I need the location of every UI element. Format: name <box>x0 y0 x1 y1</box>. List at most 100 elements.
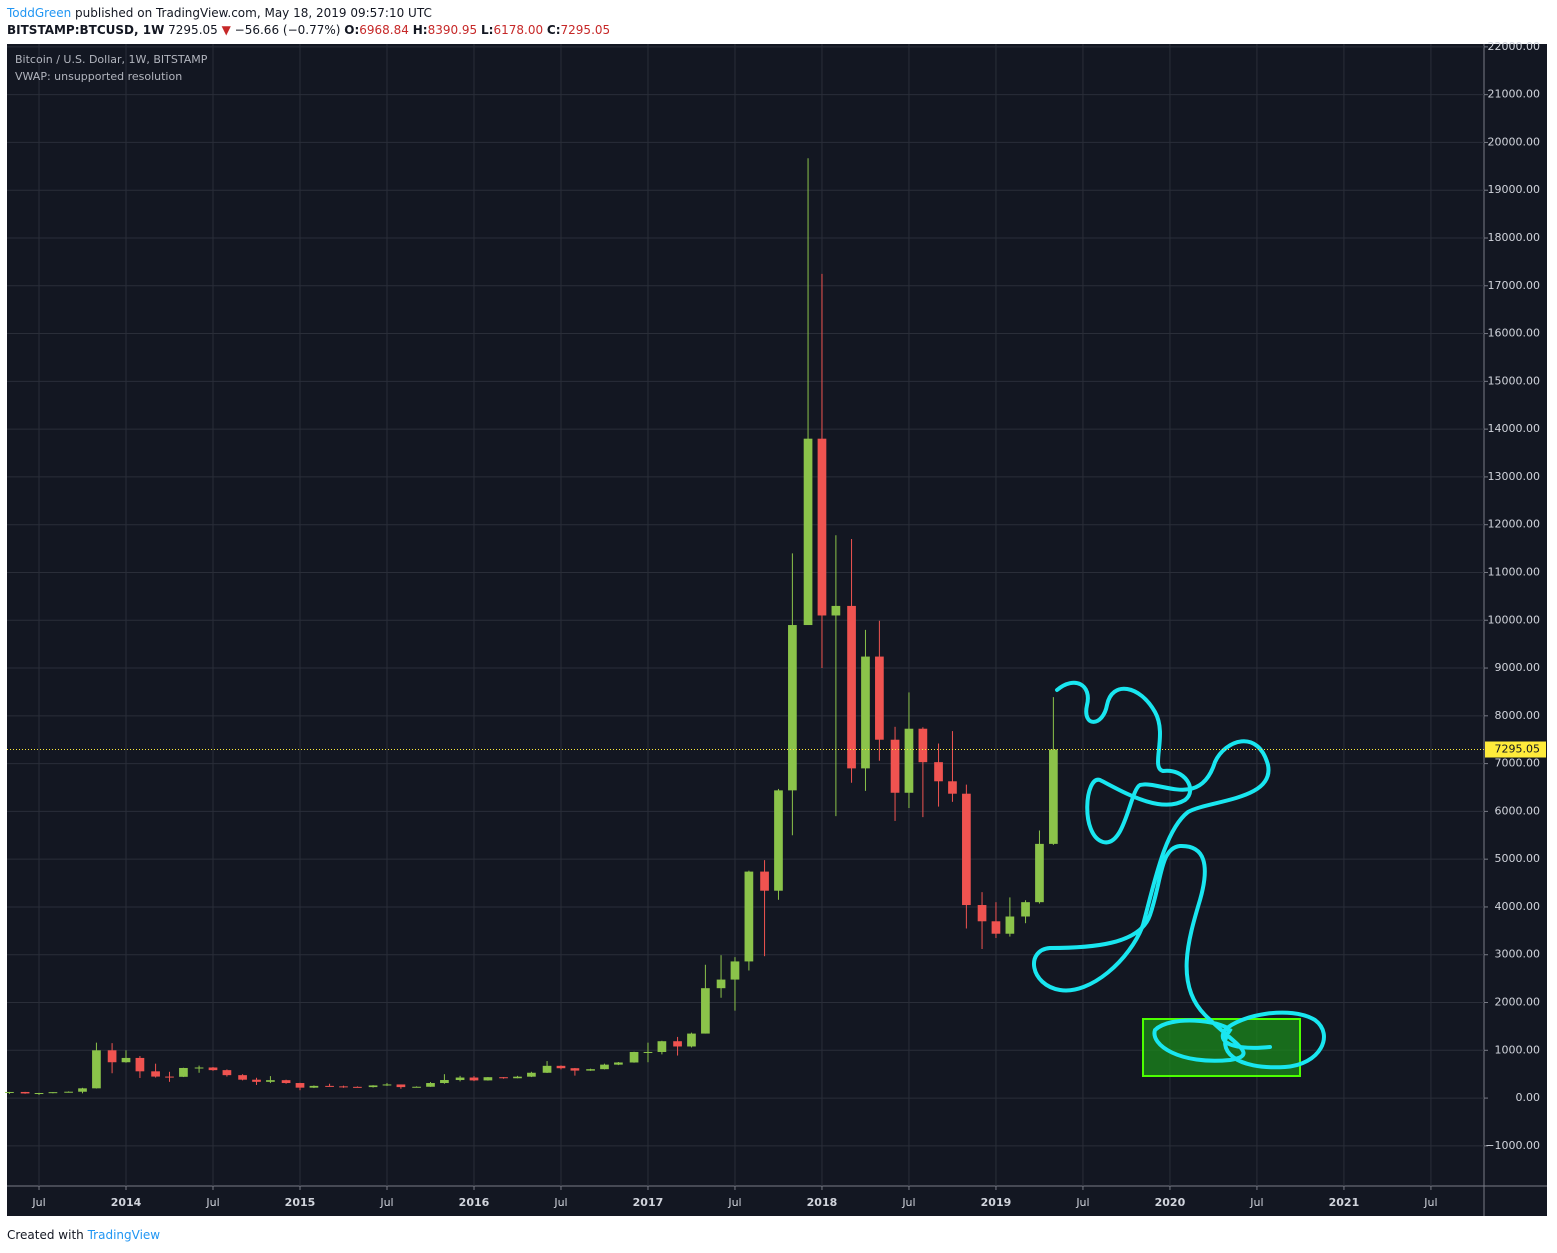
candle-body <box>1049 749 1058 844</box>
h-label: H: <box>412 23 428 37</box>
candle-body <box>222 1070 232 1076</box>
y-tick-label: 11000.00 <box>1488 565 1541 578</box>
candle-body <box>570 1068 580 1071</box>
candle-body <box>542 1065 552 1073</box>
candle-body <box>629 1051 639 1063</box>
last-price-box <box>1485 741 1546 758</box>
chart-bg <box>7 44 1547 1216</box>
candle-body <box>657 1041 667 1052</box>
x-tick-label: 2014 <box>111 1196 142 1209</box>
candle-body <box>918 728 928 763</box>
candle-body <box>788 625 797 791</box>
last-price-label: 7295.05 <box>1495 743 1541 756</box>
footer: Created with TradingView <box>7 1228 160 1242</box>
y-tick-label: 2000.00 <box>1495 996 1541 1009</box>
candle-body <box>556 1065 566 1069</box>
x-tick-label: 2019 <box>981 1196 1012 1209</box>
freehand-drawing[interactable] <box>1032 680 1326 1070</box>
candle-body <box>499 1077 508 1079</box>
candle-body <box>455 1077 465 1081</box>
c-label: C: <box>546 23 561 37</box>
l-label: L: <box>481 23 494 37</box>
candles <box>5 158 1058 1095</box>
x-tick-label: Jul <box>1075 1196 1089 1209</box>
candle-body <box>5 1091 14 1093</box>
chart-title: Bitcoin / U.S. Dollar, 1W, BITSTAMP <box>15 53 208 66</box>
y-tick-label: 17000.00 <box>1488 279 1541 292</box>
candle-body <box>64 1091 73 1093</box>
candle-body <box>744 871 754 962</box>
candle-body <box>412 1086 421 1088</box>
candle-body <box>135 1057 145 1072</box>
candle-body <box>266 1080 275 1082</box>
y-tick-label: 7000.00 <box>1495 757 1541 770</box>
o-label: O: <box>344 23 360 37</box>
candle-body <box>701 988 710 1034</box>
y-tick-label: 14000.00 <box>1488 422 1541 435</box>
y-tick-label: 21000.00 <box>1488 88 1541 101</box>
y-tick-label: 9000.00 <box>1495 661 1541 674</box>
grid <box>7 44 1488 1190</box>
candle-body <box>20 1091 30 1094</box>
arrow: ▼ <box>221 23 231 37</box>
candle-body <box>774 790 783 891</box>
high: 8390.95 <box>427 23 478 37</box>
candle-body <box>426 1083 435 1087</box>
author[interactable]: ToddGreen <box>7 6 72 20</box>
change: −56.66 (−0.77%) <box>234 23 341 37</box>
candle-body <box>208 1067 218 1071</box>
y-tick-label: 19000.00 <box>1488 183 1541 196</box>
candle-body <box>309 1085 319 1088</box>
candle-body <box>513 1076 522 1079</box>
candle-body <box>107 1050 117 1063</box>
candle-body <box>1005 916 1015 934</box>
x-tick-label: 2020 <box>1155 1196 1186 1209</box>
y-tick-label: 1000.00 <box>1495 1043 1541 1056</box>
y-tick-label: 6000.00 <box>1495 804 1541 817</box>
x-tick-label: 2015 <box>285 1196 316 1209</box>
candle-body <box>179 1067 188 1077</box>
candle-body <box>165 1076 174 1078</box>
x-tick-label: 2018 <box>807 1196 838 1209</box>
x-tick-label: Jul <box>1249 1196 1263 1209</box>
close: 7295.05 <box>560 23 611 37</box>
candle-body <box>281 1080 291 1084</box>
candle-body <box>194 1067 204 1069</box>
open: 6968.84 <box>359 23 409 37</box>
candle-body <box>48 1092 58 1094</box>
y-tick-label: 12000.00 <box>1488 518 1541 531</box>
y-tick-label: 5000.00 <box>1495 852 1541 865</box>
candle-body <box>78 1088 87 1092</box>
price: 7295.05 <box>168 23 218 37</box>
candle-body <box>238 1075 247 1080</box>
y-tick-label: 4000.00 <box>1495 900 1541 913</box>
candle-body <box>483 1077 493 1081</box>
candle-body <box>803 438 813 626</box>
y-tick-label: 0.00 <box>1516 1091 1541 1104</box>
y-tick-label: 18000.00 <box>1488 231 1541 244</box>
y-tick-label: 20000.00 <box>1488 135 1541 148</box>
candle-body <box>730 961 740 980</box>
candle-body <box>382 1084 392 1086</box>
y-tick-label: 15000.00 <box>1488 374 1541 387</box>
candle-body <box>339 1086 348 1088</box>
candle-body <box>353 1086 362 1088</box>
candle-body <box>368 1085 378 1088</box>
created-with: Created with <box>7 1228 84 1242</box>
candle-body <box>440 1080 449 1084</box>
candle-body <box>151 1071 160 1077</box>
candle-body <box>948 781 957 794</box>
candle-body <box>673 1041 682 1047</box>
published: published on TradingView.com, May 18, 20… <box>75 6 432 20</box>
brand[interactable]: TradingView <box>87 1228 161 1242</box>
low: 6178.00 <box>493 23 544 37</box>
x-tick-label: Jul <box>553 1196 567 1209</box>
candle-body <box>295 1083 305 1088</box>
x-tick-label: 2021 <box>1329 1196 1360 1209</box>
candle-body <box>469 1077 479 1081</box>
candle-body <box>527 1072 536 1077</box>
candle-body <box>1021 902 1030 917</box>
x-tick-label: Jul <box>1423 1196 1437 1209</box>
candle-body <box>847 605 856 769</box>
candle-body <box>875 656 884 740</box>
